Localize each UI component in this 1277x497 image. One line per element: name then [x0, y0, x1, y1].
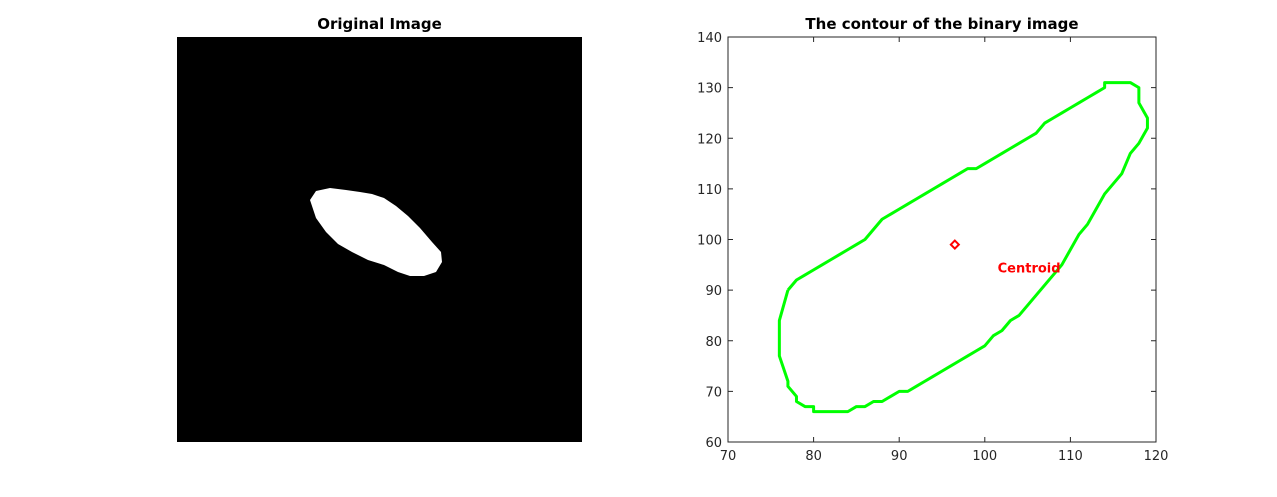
x-tick-label: 70: [720, 449, 737, 464]
x-tick-label: 100: [972, 449, 997, 464]
y-tick-label: 60: [705, 436, 722, 451]
y-tick-label: 110: [697, 183, 722, 198]
original-image-title: Original Image: [317, 15, 442, 33]
y-tick-label: 80: [705, 335, 722, 350]
y-tick-label: 140: [697, 31, 722, 46]
y-tick-label: 130: [697, 82, 722, 97]
y-tick-label: 90: [705, 284, 722, 299]
original-image: [177, 37, 582, 442]
white-blob: [310, 188, 442, 276]
contour-chart-title: The contour of the binary image: [805, 15, 1079, 33]
centroid-marker: [949, 239, 961, 250]
x-tick-label: 80: [805, 449, 822, 464]
centroid-label: Centroid: [998, 261, 1061, 276]
plot-area: [727, 36, 1157, 443]
contour-line: [777, 81, 1149, 414]
y-tick-label: 70: [705, 385, 722, 400]
x-tick-label: 120: [1144, 449, 1169, 464]
y-tick-label: 100: [697, 234, 722, 249]
x-tick-label: 110: [1058, 449, 1083, 464]
binary-image-svg: [310, 188, 442, 276]
x-tick-label: 90: [891, 449, 908, 464]
y-tick-label: 120: [697, 132, 722, 147]
